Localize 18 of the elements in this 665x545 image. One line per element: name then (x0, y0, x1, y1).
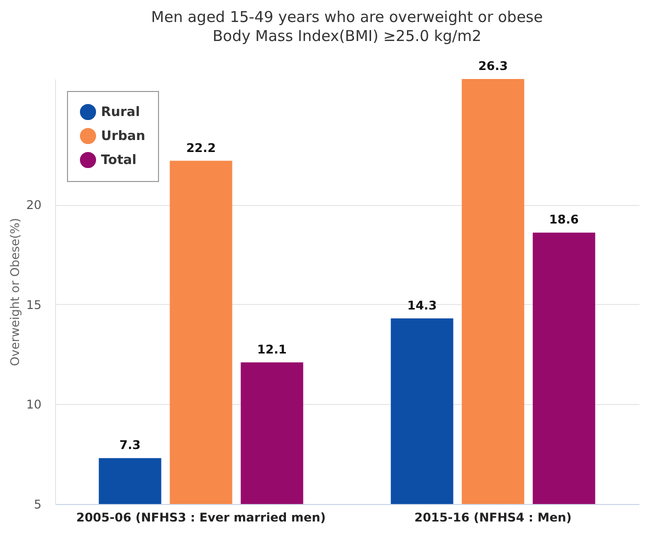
data-label: 22.2 (186, 140, 216, 155)
x-tick-label: 2005-06 (NFHS3 : Ever married men) (76, 510, 326, 524)
data-label: 18.6 (549, 212, 579, 227)
chart-title: Men aged 15-49 years who are overweight or obese (151, 8, 543, 26)
y-tick-label: 15 (26, 298, 42, 312)
data-label: 14.3 (407, 298, 437, 312)
y-tick-label: 20 (26, 198, 42, 212)
legend-label: Urban (101, 129, 146, 144)
y-tick-label: 10 (26, 398, 42, 412)
data-label: 26.3 (478, 59, 508, 73)
data-label: 7.3 (119, 438, 141, 452)
x-tick-label: 2015-16 (NFHS4 : Men) (414, 510, 572, 524)
data-label: 12.1 (257, 342, 287, 356)
y-axis-title: Overweight or Obese(%) (8, 218, 22, 366)
chart-subtitle: Body Mass Index(BMI) ≥25.0 kg/m2 (212, 27, 482, 45)
legend-label: Rural (101, 105, 140, 120)
y-tick-label: 5 (34, 498, 42, 512)
legend-label: Total (101, 153, 137, 168)
